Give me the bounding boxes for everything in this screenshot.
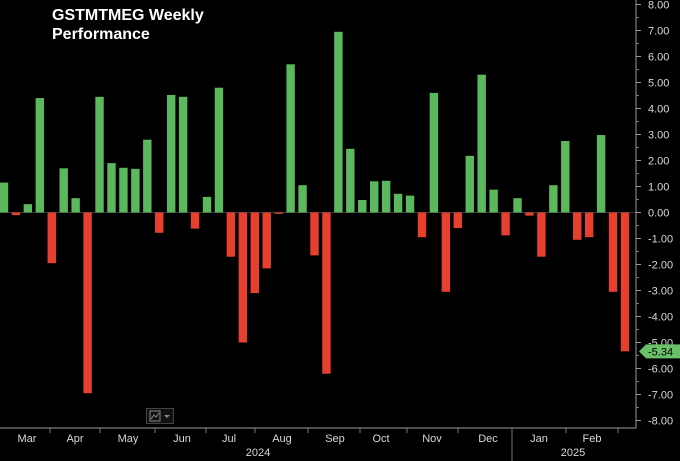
chart-title: GSTMTMEG Weekly [52,7,204,24]
x-month-label: Jul [222,433,236,445]
bar [11,212,21,216]
bar [381,180,391,213]
bar [155,212,164,233]
bar [59,168,68,213]
bar [202,196,212,213]
x-year-label: 2024 [246,447,270,459]
bar [214,87,224,213]
bar [513,198,522,213]
bar [35,98,45,213]
y-tick-label: -4.00 [648,312,673,324]
y-tick-label: -3.00 [648,286,673,298]
y-tick-label: -2.00 [648,260,673,272]
bar [178,96,188,213]
bar [322,212,331,374]
bar [0,182,9,213]
x-year-label: 2025 [561,447,585,459]
bar [71,198,80,213]
bar [477,74,486,213]
bar [393,193,403,213]
bar [584,212,594,238]
bar [573,212,582,240]
bar [166,94,176,213]
bar [489,189,498,213]
x-month-label: Jun [173,433,191,445]
x-month-label: Mar [18,433,37,445]
bar [549,185,558,213]
x-month-label: Sep [325,433,345,445]
y-tick-label: 5.00 [648,78,669,90]
chart-subtitle: Performance [52,26,150,43]
y-tick-label: -6.00 [648,364,673,376]
bar [83,212,92,394]
y-tick-label: 2.00 [648,156,669,168]
x-month-label: Apr [66,433,83,445]
x-month-label: Dec [478,433,498,445]
bar [298,185,307,213]
bar [226,212,236,257]
bar [370,181,379,213]
bar [608,212,618,292]
bar [429,92,439,213]
bar [286,64,295,213]
x-month-label: Nov [422,433,442,445]
y-tick-label: -7.00 [648,390,673,402]
chart-title-block: GSTMTMEG Weekly Performance [52,6,204,44]
bar [250,212,259,294]
last-value-badge [639,344,680,359]
bar [465,155,474,213]
x-month-label: Oct [372,433,389,445]
y-tick-label: 4.00 [648,104,669,116]
bar [238,212,248,343]
bar [143,139,152,213]
bar [441,212,451,292]
x-month-label: Feb [583,433,602,445]
chart-type-icon[interactable] [146,408,174,424]
bar [525,212,534,216]
bar [119,167,128,213]
bar [405,195,415,213]
bar [95,96,104,213]
bar [47,212,56,264]
x-month-label: Aug [272,433,292,445]
bar [596,135,606,213]
y-tick-label: -1.00 [648,234,673,246]
bar [274,212,283,214]
y-tick-label: 7.00 [648,26,669,38]
bar [453,212,463,229]
y-tick-label: -8.00 [648,416,673,428]
bar [501,212,510,236]
y-tick-label: 0.00 [648,208,669,220]
bar [107,163,116,213]
x-month-label: Jan [530,433,548,445]
bar [346,148,355,213]
bar [358,200,367,213]
y-tick-label: 1.00 [648,182,669,194]
y-tick-label: 3.00 [648,130,669,142]
bar [190,212,200,229]
bar [334,31,343,213]
y-tick-label: 8.00 [648,0,669,12]
y-tick-label: 6.00 [648,52,669,64]
bar [310,212,319,256]
bar [561,141,570,213]
x-month-label: May [118,433,139,445]
last-value-label: -5.34 [648,346,673,358]
bar [537,212,546,257]
bar [23,204,33,213]
bar [131,168,140,213]
bar [262,212,271,269]
bar [620,212,630,352]
bar [417,212,427,238]
